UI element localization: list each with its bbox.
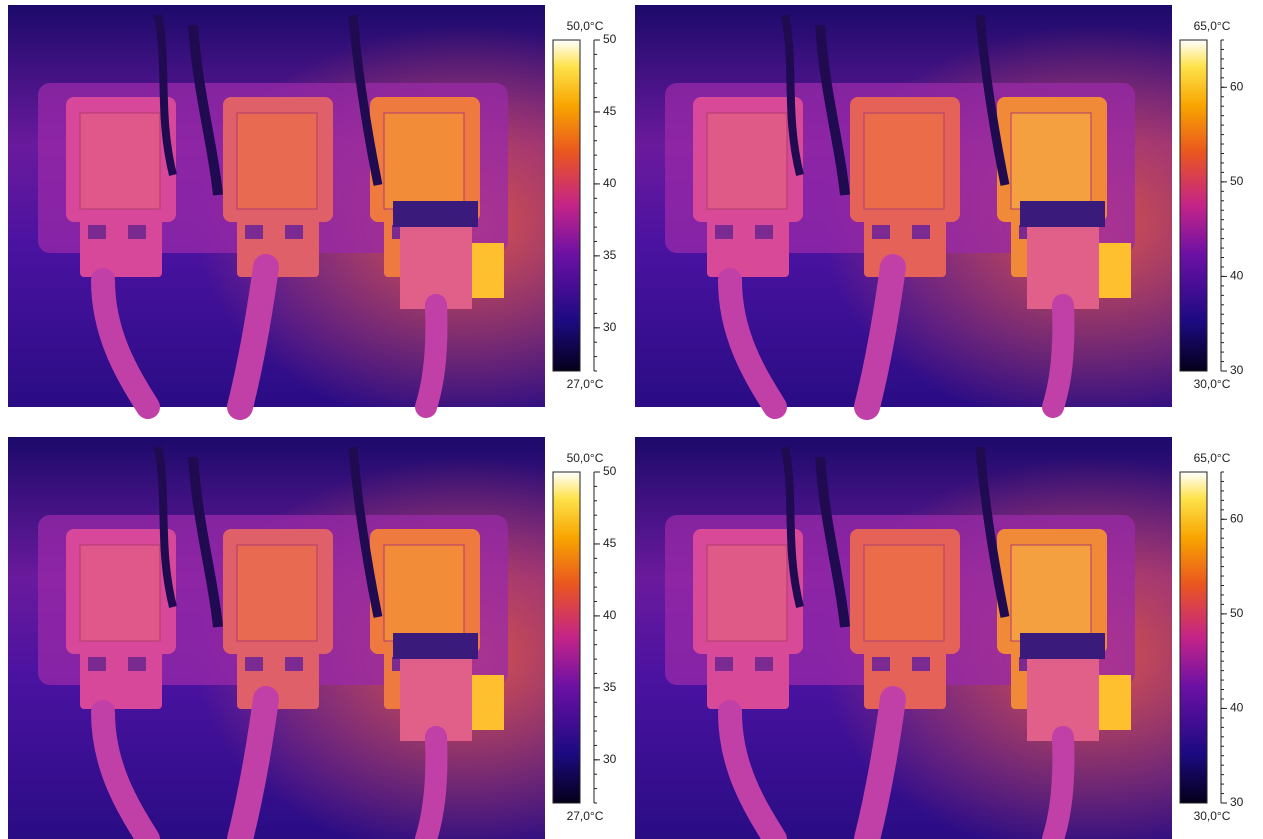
cable — [1042, 726, 1075, 839]
tick-label: 30 — [603, 752, 617, 766]
max-temp-label: 50,0°C — [567, 19, 604, 33]
terminal — [872, 657, 890, 671]
clamp — [393, 201, 478, 227]
terminal — [285, 657, 303, 671]
wire — [975, 446, 1010, 618]
thermal-panel: 30 40 50 60 65,0°C 30,0°C — [635, 437, 1244, 839]
hot-spot — [1095, 675, 1131, 730]
cable — [854, 686, 906, 839]
clamp — [1020, 201, 1105, 227]
tick-label: 50 — [1230, 174, 1244, 188]
module-face — [863, 112, 945, 210]
cable — [227, 686, 279, 839]
cable — [718, 700, 787, 839]
module-face — [1010, 544, 1092, 642]
clamp — [393, 633, 478, 659]
min-temp-label: 30,0°C — [1194, 377, 1231, 391]
terminal — [715, 225, 733, 239]
cable — [415, 726, 448, 839]
wire — [975, 14, 1010, 186]
wire — [815, 456, 850, 628]
tick-label: 60 — [1230, 79, 1244, 93]
terminal — [245, 657, 263, 671]
terminal — [245, 225, 263, 239]
tick-label: 40 — [603, 608, 617, 622]
wire — [188, 456, 223, 628]
tick-label: 40 — [1230, 701, 1244, 715]
module-face — [383, 112, 465, 210]
terminal — [912, 657, 930, 671]
module-face — [383, 544, 465, 642]
clamp — [1020, 633, 1105, 659]
wire — [781, 14, 804, 176]
wire — [781, 446, 804, 608]
hot-spot — [468, 675, 504, 730]
wire — [815, 24, 850, 196]
cable — [227, 254, 279, 420]
min-temp-label: 27,0°C — [567, 809, 604, 823]
min-temp-label: 27,0°C — [567, 377, 604, 391]
cable — [854, 254, 906, 420]
terminal — [285, 225, 303, 239]
cable — [1042, 294, 1075, 418]
tick-label: 30 — [1230, 795, 1244, 809]
module-face — [706, 544, 788, 642]
terminal — [128, 225, 146, 239]
tick-label: 45 — [603, 104, 617, 118]
tick-label: 40 — [603, 176, 617, 190]
cable — [718, 268, 787, 419]
module-face — [236, 544, 318, 642]
thermal-panel: 30 40 50 60 65,0°C 30,0°C — [635, 5, 1244, 420]
terminal — [755, 225, 773, 239]
terminal — [912, 225, 930, 239]
tick-label: 50 — [1230, 606, 1244, 620]
tick-label: 45 — [603, 536, 617, 550]
hot-spot — [468, 243, 504, 298]
terminal — [755, 657, 773, 671]
tick-label: 50 — [603, 464, 617, 478]
max-temp-label: 65,0°C — [1194, 451, 1231, 465]
cable — [91, 268, 160, 419]
wire — [348, 14, 383, 186]
hot-spot — [1095, 243, 1131, 298]
colorbar — [1179, 471, 1208, 804]
tick-label: 50 — [603, 32, 617, 46]
colorbar — [1179, 39, 1208, 372]
module-face — [863, 544, 945, 642]
tick-label: 60 — [1230, 511, 1244, 525]
tick-label: 30 — [603, 320, 617, 334]
wire — [154, 446, 177, 608]
tick-label: 30 — [1230, 363, 1244, 377]
min-temp-label: 30,0°C — [1194, 809, 1231, 823]
wire — [154, 14, 177, 176]
module-face — [1010, 112, 1092, 210]
max-temp-label: 65,0°C — [1194, 19, 1231, 33]
wire — [348, 446, 383, 618]
terminal — [88, 225, 106, 239]
colorbar — [552, 39, 581, 372]
module-face — [79, 112, 161, 210]
terminal — [128, 657, 146, 671]
colorbar — [552, 471, 581, 804]
terminal — [715, 657, 733, 671]
tick-label: 35 — [603, 248, 617, 262]
module-face — [79, 544, 161, 642]
cable — [91, 700, 160, 839]
terminal — [872, 225, 890, 239]
tick-label: 40 — [1230, 269, 1244, 283]
module-face — [236, 112, 318, 210]
tick-label: 35 — [603, 680, 617, 694]
wire — [188, 24, 223, 196]
module-face — [706, 112, 788, 210]
max-temp-label: 50,0°C — [567, 451, 604, 465]
cable — [415, 294, 448, 418]
terminal — [88, 657, 106, 671]
